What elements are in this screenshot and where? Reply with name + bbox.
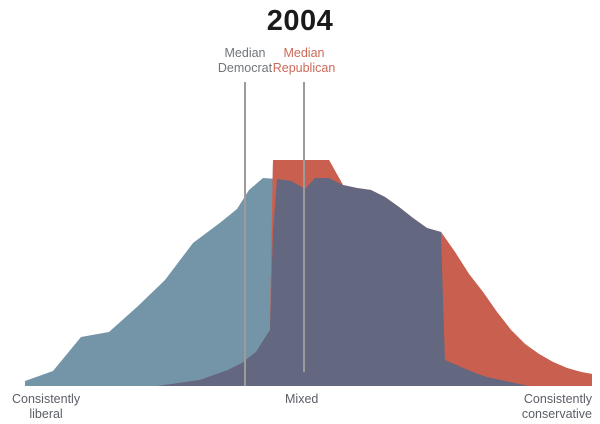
axis-label-left-line1: Consistently: [12, 392, 81, 406]
median-republican-label: Median Republican: [273, 46, 336, 76]
axis-label-mid-line1: Mixed: [285, 392, 319, 406]
page-title: 2004: [266, 5, 334, 37]
overlap-area-right: [305, 189, 529, 386]
axis-label-consistently-liberal: Consistently liberal: [12, 392, 80, 422]
median-democrat-label-line1: Median: [224, 46, 266, 60]
axis-label-right-line2: conservative: [521, 407, 592, 421]
median-republican-rule: [303, 82, 305, 372]
axis-label-left-line2: liberal: [29, 407, 63, 421]
overlap-area-left: [158, 179, 305, 386]
median-republican-label-line2: Republican: [272, 61, 336, 75]
axis-label-right-line1: Consistently: [523, 392, 592, 406]
median-democrat-label-line2: Democrat: [217, 61, 273, 75]
axis-label-consistently-conservative: Consistently conservative: [522, 392, 592, 422]
axis-label-mixed: Mixed: [285, 392, 318, 407]
median-republican-label-line1: Median: [283, 46, 325, 60]
median-democrat-label: Median Democrat: [218, 46, 272, 76]
median-democrat-rule: [244, 82, 246, 386]
